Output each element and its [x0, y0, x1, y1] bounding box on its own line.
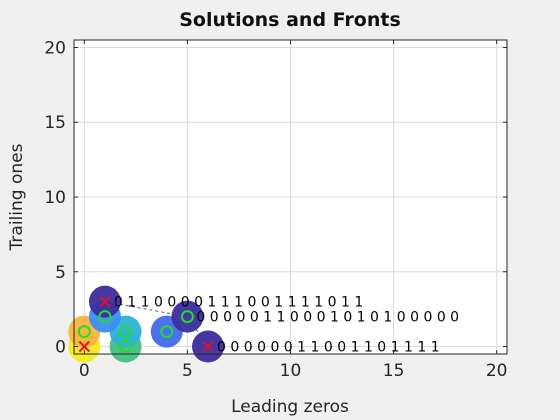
solution-circle: [160, 325, 174, 339]
x-tick-label: 0: [79, 361, 90, 381]
x-tick-label: 10: [280, 361, 302, 381]
bitstring-label: 0 0 0 0 0 0 1 1 0 0 1 1 0 1 1 1 1: [217, 340, 440, 356]
bitstring-label: 0 1 1 0 0 0 0 1 1 1 0 0 1 1 1 1 0 1 1: [114, 295, 363, 311]
solution-cross: [99, 295, 111, 308]
x-tick-label: 5: [182, 361, 193, 381]
solution-circle: [119, 325, 133, 339]
solution-circle: [119, 340, 133, 354]
y-tick-label: 20: [44, 38, 66, 58]
grid: [74, 40, 507, 354]
chart-title: Solutions and Fronts: [179, 9, 401, 31]
solution-cross: [78, 340, 91, 353]
solution-markers: [77, 295, 214, 354]
x-tick-label: 20: [486, 361, 508, 381]
y-axis-label: Trailing ones: [7, 143, 27, 251]
solution-cross: [202, 340, 214, 353]
y-tick-label: 15: [44, 113, 66, 133]
x-axis-label: Leading zeros: [231, 397, 349, 417]
ticks: 0 5 10 15 20 0 5 10 15 20: [44, 38, 507, 381]
x-tick-label: 15: [383, 361, 405, 381]
bitstring-labels: 0 0 0 0 0 0 1 1 0 0 1 1 0 1 1 1 1 0 0 0 0…: [114, 295, 459, 356]
y-tick-label: 10: [44, 188, 66, 208]
bitstring-label: 0 0 0 0 0 1 1 0 0 0 1 0 1 0 1 0 0 0 0 0: [196, 310, 459, 326]
front-point: [171, 300, 204, 333]
solution-circle: [77, 325, 91, 339]
solution-circle: [180, 310, 194, 324]
y-tick-label: 0: [55, 338, 66, 358]
solution-circle: [98, 310, 112, 324]
y-tick-label: 5: [55, 263, 66, 283]
